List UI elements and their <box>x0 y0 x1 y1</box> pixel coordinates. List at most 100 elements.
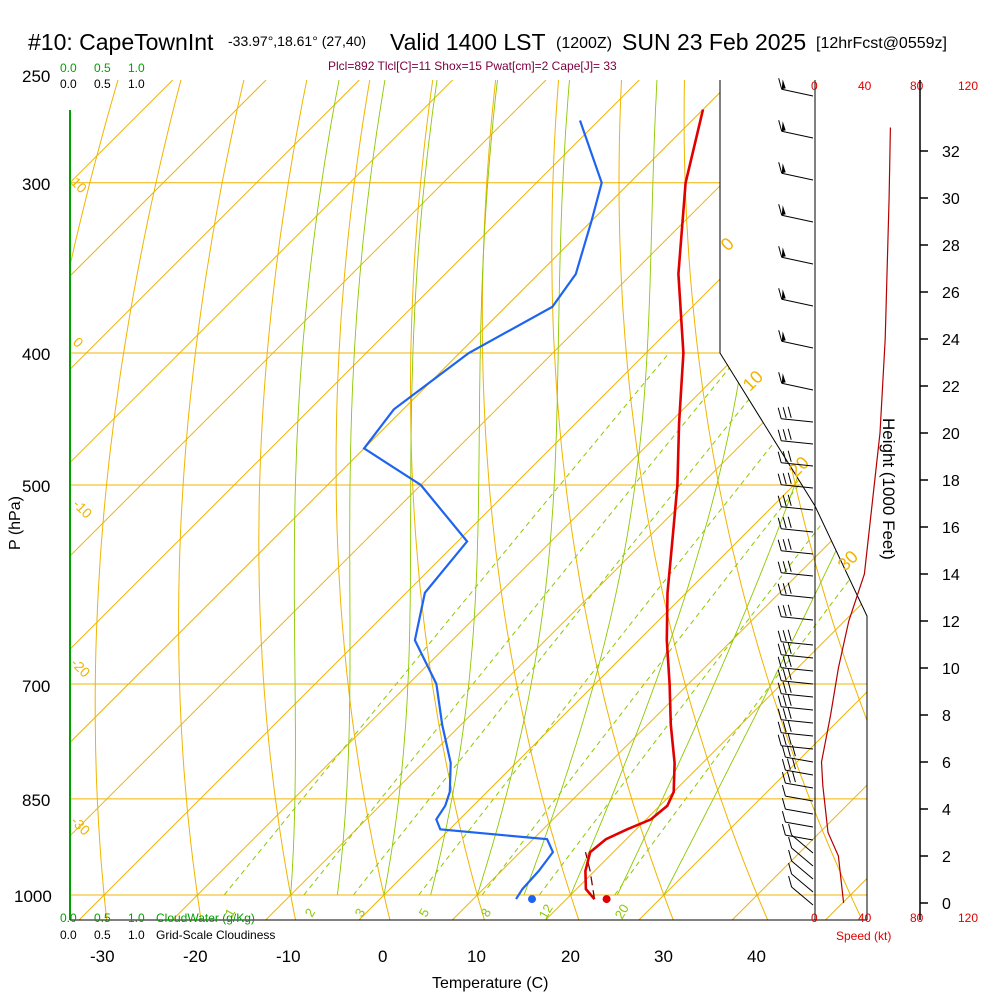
isotherm <box>70 80 827 920</box>
cloud-legend-top: 0.0 0.5 1.0 0.0 0.5 1.0 <box>60 61 145 91</box>
temperature-tick: 30 <box>654 947 673 966</box>
moist-adiabat <box>336 80 391 896</box>
isotherm-label: -10 <box>70 496 96 522</box>
isotherm <box>545 80 867 920</box>
pressure-tick: 850 <box>22 791 50 810</box>
valid-time: Valid 1400 LST <box>390 29 546 55</box>
cloud-tick: 1.0 <box>128 911 145 925</box>
wind-barb <box>777 681 814 698</box>
wind-barb <box>777 428 814 445</box>
speed-axis-label: Speed (kt) <box>836 929 891 943</box>
wind-barb <box>778 78 814 97</box>
dry-adiabat <box>683 80 865 920</box>
wind-barb <box>778 120 814 139</box>
isotherm <box>70 80 547 920</box>
forecast-date: SUN 23 Feb 2025 <box>622 29 806 55</box>
speed-tick: 120 <box>958 911 978 925</box>
wind-barb <box>781 744 814 763</box>
wind-barb <box>788 836 814 867</box>
wind-speed-panel: 0 40 80 120 0 40 80 120 Speed (kt) <box>811 79 978 943</box>
wind-barb <box>777 582 814 599</box>
pressure-tick: 1000 <box>14 887 52 906</box>
isotherm-lines <box>70 80 867 920</box>
height-axis-label: Height (1000 Feet) <box>879 418 898 560</box>
wind-barb <box>778 162 814 181</box>
speed-tick: 0 <box>811 911 818 925</box>
height-tick: 20 <box>942 426 960 443</box>
wind-barbs <box>777 78 814 906</box>
mixing-ratio-line <box>481 352 867 896</box>
isotherm <box>451 80 867 920</box>
temperature-tick: 20 <box>561 947 580 966</box>
cloudiness-tick: 1.0 <box>128 928 145 942</box>
height-tick: 12 <box>942 614 960 631</box>
speed-tick: 120 <box>958 79 978 93</box>
cloud-water-label: CloudWater (g/Kg) <box>156 911 255 925</box>
pressure-tick: 700 <box>22 677 50 696</box>
isotherm <box>638 80 867 920</box>
height-tick: 4 <box>942 802 951 819</box>
moist-adiabat <box>476 80 573 896</box>
dry-adiabat-lines <box>70 80 867 920</box>
surface-temperature-marker <box>602 895 611 904</box>
temperature-tick: -30 <box>90 947 115 966</box>
dry-adiabat <box>410 80 486 920</box>
height-tick: 2 <box>942 849 951 866</box>
mixing-ratio-line <box>418 352 846 896</box>
pressure-axis-label: P (hPa) <box>7 496 24 550</box>
moist-adiabat <box>430 80 502 896</box>
wind-barb <box>777 655 814 672</box>
dry-adiabat <box>618 80 770 920</box>
mixing-ratio-label: 8 <box>478 906 495 920</box>
dry-adiabat <box>808 80 867 920</box>
isotherm-label: 0 <box>70 334 87 351</box>
height-tick: 10 <box>942 661 960 678</box>
cloud-tick: 0.0 <box>60 911 77 925</box>
wind-barb <box>777 694 814 711</box>
height-axis: Height (1000 Feet) 024681012141618202224… <box>879 80 960 920</box>
parcel-path <box>584 851 596 900</box>
moist-adiabat <box>663 80 867 896</box>
speed-tick: 80 <box>910 79 924 93</box>
temperature-axis-label: Temperature (C) <box>432 975 548 992</box>
temperature-tick: 10 <box>467 947 486 966</box>
temperature-tick: -10 <box>276 947 301 966</box>
isotherm <box>825 80 867 920</box>
pressure-tick: 300 <box>22 175 50 194</box>
temperature-tick: -20 <box>183 947 208 966</box>
wind-barb <box>777 733 814 750</box>
wind-barb <box>777 668 814 685</box>
wind-barb <box>778 246 814 265</box>
moist-adiabat <box>290 80 346 896</box>
height-tick: 32 <box>942 144 960 161</box>
wind-barb <box>777 642 814 659</box>
cloud-legend-bottom: 0.0 0.5 1.0 CloudWater (g/Kg) 0.0 0.5 1.… <box>60 911 275 942</box>
speed-tick: 0 <box>811 79 818 93</box>
cloud-tick: 0.5 <box>94 911 111 925</box>
isotherm <box>70 80 640 920</box>
height-tick: 28 <box>942 238 960 255</box>
cloudiness-tick: 0.5 <box>94 77 111 91</box>
dewpoint-line <box>362 120 603 900</box>
dry-adiabat <box>551 80 676 920</box>
height-tick: 26 <box>942 285 960 302</box>
moist-adiabat <box>616 80 867 896</box>
isotherm <box>70 80 453 920</box>
isotherm <box>731 80 867 920</box>
wind-barb <box>777 707 814 724</box>
wind-barb <box>777 720 814 737</box>
wind-barb <box>777 450 814 467</box>
height-tick: 16 <box>942 520 960 537</box>
wind-barb <box>788 849 814 880</box>
adiabat-label: 30 <box>834 547 862 575</box>
mixing-ratio-label: 12 <box>536 901 556 921</box>
forecast-info: [12hrFcst@0559z] <box>816 35 947 52</box>
temperature-tick: 0 <box>378 947 387 966</box>
wind-barb <box>777 406 814 423</box>
mixing-ratio-label: 5 <box>416 906 433 920</box>
speed-tick: 40 <box>858 79 872 93</box>
dry-adiabat <box>746 80 867 920</box>
wind-barb <box>777 629 814 646</box>
height-tick: 30 <box>942 191 960 208</box>
wind-barb <box>788 862 814 893</box>
